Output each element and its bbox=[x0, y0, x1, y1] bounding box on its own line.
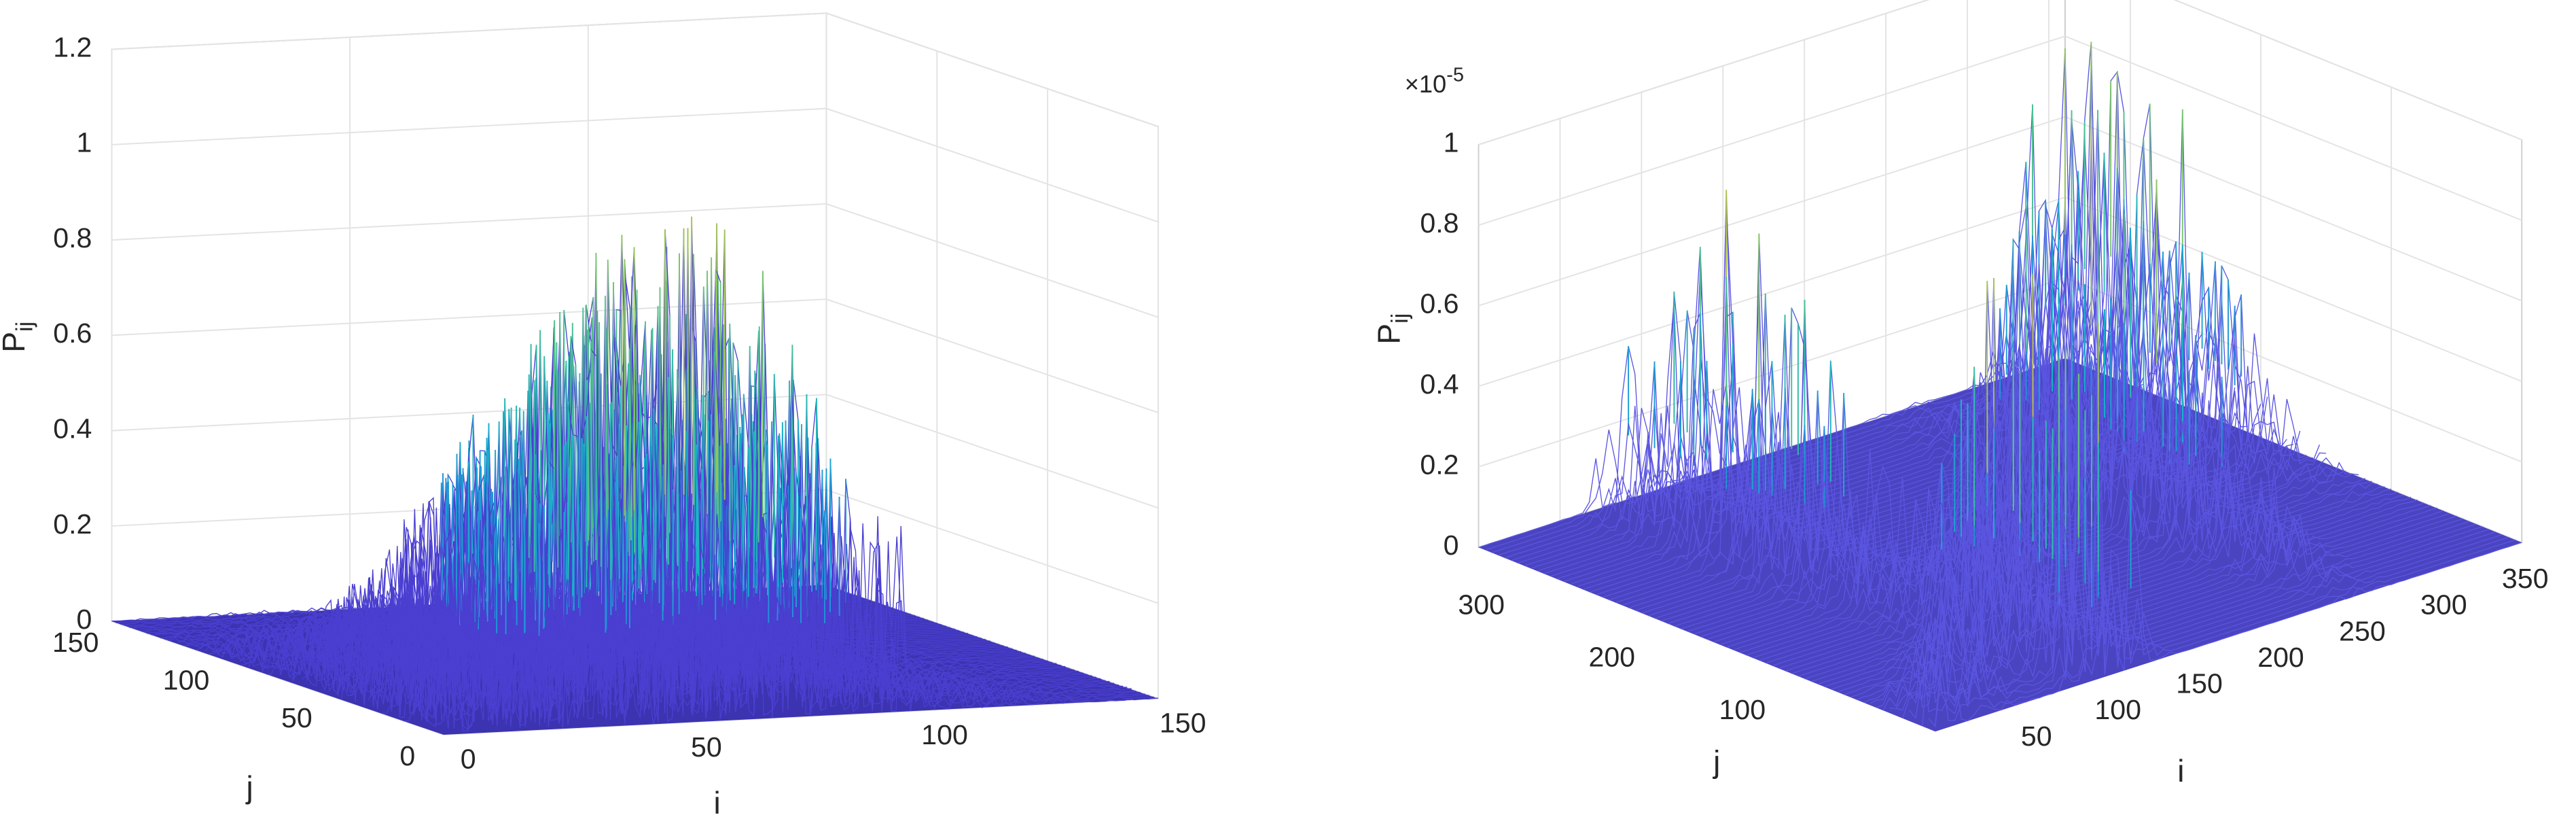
z-grid-line bbox=[111, 12, 1159, 128]
x-tick-label: 0 bbox=[461, 744, 476, 775]
z-grid-line bbox=[1478, 0, 2522, 145]
z-grid-line bbox=[1478, 116, 2522, 307]
surface-line bbox=[1811, 277, 2398, 682]
surface-line bbox=[1896, 427, 2483, 711]
y-axis-label: j bbox=[245, 769, 253, 805]
y-tick-label: 0 bbox=[399, 740, 415, 771]
surface-line bbox=[438, 216, 1154, 727]
x-tick-label: 300 bbox=[2420, 589, 2467, 621]
surface-line bbox=[1935, 442, 2522, 726]
z-tick-label: 0.2 bbox=[53, 508, 92, 540]
x-tick-label: 200 bbox=[2257, 642, 2304, 673]
z-grid-line bbox=[111, 107, 1159, 223]
x-tick-label: 250 bbox=[2339, 615, 2386, 646]
z-axis-label-main: P bbox=[0, 332, 31, 353]
surface-line bbox=[1882, 346, 2470, 711]
x-tick-label: 350 bbox=[2502, 563, 2549, 594]
z-axis-label-subscript: ij bbox=[1387, 313, 1413, 324]
z-tick-label: 0.4 bbox=[53, 413, 92, 445]
surface-line bbox=[1785, 353, 2372, 672]
surface-line bbox=[1817, 281, 2405, 685]
z-tick-label: 1.2 bbox=[53, 31, 92, 63]
z-axis-label-subscript: ij bbox=[12, 321, 38, 332]
exponent-base: ×10 bbox=[1405, 69, 1447, 97]
x-axis-label: i bbox=[2177, 753, 2184, 788]
z-tick-label: 0.8 bbox=[53, 222, 92, 254]
surface-line bbox=[1908, 520, 2496, 719]
surface-line bbox=[408, 276, 1124, 723]
y-axis-label: j bbox=[1712, 744, 1720, 780]
surface-line bbox=[1628, 245, 2216, 608]
surface-line bbox=[1902, 395, 2490, 719]
y-tick-label: 50 bbox=[281, 702, 312, 733]
surface bbox=[1478, 41, 2522, 728]
z-tick-label: 0.6 bbox=[1420, 288, 1459, 319]
z-tick-label: 0 bbox=[1444, 529, 1459, 561]
surface-line bbox=[1889, 379, 2477, 710]
x-tick-label: 100 bbox=[921, 719, 968, 750]
surface-line bbox=[1863, 449, 2450, 703]
z-tick-label: 0 bbox=[77, 604, 92, 635]
z-grid-line bbox=[1478, 35, 2522, 226]
surface-line bbox=[1922, 508, 2509, 727]
z-axis-label: Pij bbox=[1371, 313, 1412, 345]
x-tick-label: 100 bbox=[2094, 694, 2141, 725]
surface-line bbox=[1752, 296, 2340, 659]
x-tick-label: 50 bbox=[2021, 720, 2052, 752]
exponent-power: -5 bbox=[1446, 64, 1464, 86]
z-tick-label: 0.4 bbox=[1420, 368, 1459, 400]
z-axis-label: Pij bbox=[0, 321, 38, 353]
y-tick-label: 300 bbox=[1458, 589, 1505, 620]
z-tick-label: 1 bbox=[77, 127, 92, 158]
surface bbox=[111, 216, 1158, 732]
y-grid-line bbox=[443, 126, 1159, 736]
exponent-label: ×10-5 bbox=[1405, 64, 1464, 97]
z-tick-label: 0.6 bbox=[53, 317, 92, 349]
z-tick-label: 0.2 bbox=[1420, 449, 1459, 481]
z-grid-line bbox=[111, 203, 1159, 318]
z-axis-label-main: P bbox=[1371, 324, 1406, 345]
surface-line bbox=[253, 561, 968, 670]
surface-line bbox=[1850, 274, 2437, 698]
y-tick-label: 100 bbox=[163, 665, 210, 696]
surface-line bbox=[1870, 474, 2457, 704]
surface-line bbox=[1928, 539, 2516, 728]
surface-line bbox=[1857, 370, 2444, 701]
surface-line bbox=[1837, 467, 2425, 693]
x-axis-label: i bbox=[714, 785, 721, 817]
y-tick-label: 100 bbox=[1719, 694, 1766, 725]
x-tick-label: 50 bbox=[691, 731, 722, 763]
y-tick-label: 200 bbox=[1588, 642, 1635, 673]
x-tick-label: 150 bbox=[1160, 707, 1206, 738]
y-tick-label: 150 bbox=[52, 627, 99, 658]
surface-line bbox=[1824, 472, 2412, 688]
z-tick-label: 1 bbox=[1444, 127, 1459, 158]
surface-line bbox=[429, 257, 1145, 730]
surface-line bbox=[1563, 72, 2151, 583]
z-tick-label: 0.8 bbox=[1420, 207, 1459, 239]
surface-line bbox=[1732, 179, 2321, 650]
x-tick-label: 150 bbox=[2176, 668, 2223, 699]
